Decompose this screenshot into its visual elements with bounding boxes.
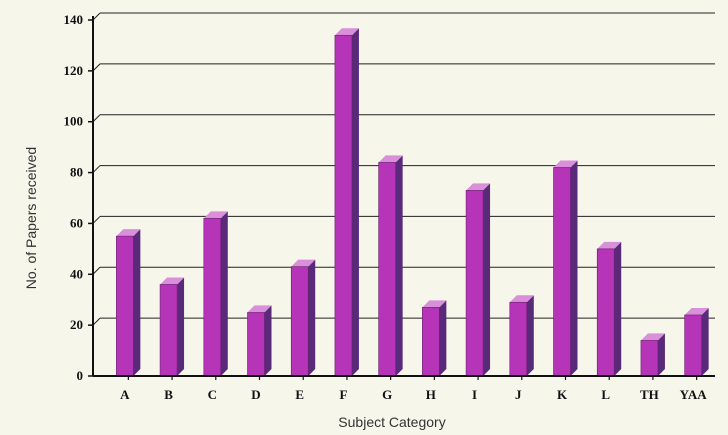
x-tick-label: J [515,387,522,402]
y-tick-label: 140 [64,12,84,27]
axes [88,16,715,380]
y-tick-label: 120 [64,63,84,78]
x-tick-label: F [339,387,347,402]
y-tick-label: 0 [77,368,84,383]
x-tick-label: E [295,387,304,402]
x-tick-label: TH [640,387,659,402]
x-tick-label: H [426,387,436,402]
bar-top [597,241,622,249]
x-tick-label: I [472,387,477,402]
bar-top [553,160,578,168]
x-tick-label: YAA [680,387,708,402]
bar-front [203,218,222,377]
x-tick-label: B [164,387,173,402]
bar-top [640,333,665,341]
gridline-depth [92,12,101,21]
bar [465,183,491,377]
bar [378,155,403,377]
bar-front [116,235,134,377]
gridlines [92,12,715,326]
x-tick-label: K [557,387,568,402]
bars [116,28,709,377]
x-tick-label: A [120,387,130,402]
bar-side [308,259,316,376]
bar [116,229,141,377]
y-axis-title: No. of Papers received [23,147,39,289]
gridline-depth [92,63,101,72]
bar-side [395,155,403,376]
bar-front [553,167,571,377]
bar-top [378,155,403,163]
y-tick-label: 100 [64,114,84,129]
bar-top [247,305,272,313]
bar [596,241,622,377]
gridline-depth [92,165,101,173]
bar-top [684,307,709,315]
bar-side [177,277,185,376]
bar-top [291,259,316,267]
bar-front [509,301,528,377]
x-axis-title: Subject Category [338,414,445,430]
x-tick-label: D [251,387,260,402]
bar-front [684,314,702,377]
bar-side [701,307,709,376]
bar-front [290,266,309,377]
bar-side [526,295,534,376]
bar-side [570,160,578,376]
bar-front [378,162,396,377]
bar-top [160,277,185,285]
bar-side [220,211,228,376]
bar [553,160,578,377]
bar [640,333,665,377]
bar-top [334,28,359,36]
bar-top [422,300,447,308]
y-tick-label: 60 [70,215,83,230]
bar-top [509,295,534,303]
bar-side [657,333,665,376]
bar [247,305,272,377]
bar-front [247,312,265,377]
bar-front [465,190,484,377]
y-tick-label: 80 [70,165,83,180]
x-tick-label: C [208,387,217,402]
bar-top [466,183,491,191]
bar-front [596,248,615,377]
bar [203,211,228,377]
x-tick-label: G [382,387,392,402]
gridline-depth [92,114,101,123]
bar-front [640,340,659,377]
bar-front [159,284,178,377]
bar [422,300,447,377]
bar [334,28,359,377]
bar [159,277,185,377]
y-tick-label: 40 [70,266,83,281]
bar-top [116,229,141,237]
gridline-depth [92,216,101,224]
bar-front [334,34,353,377]
bar-top [203,211,228,219]
bar-side [133,229,141,376]
labels: 0 20 40 60 80 100 120 140 A B C D E F G H I J K L TH YAA [64,12,708,402]
gridline-depth [92,317,101,326]
bar-front [422,307,440,377]
bar [509,295,534,377]
bar [684,307,709,377]
bar-side [351,28,359,377]
bar-side [264,305,272,376]
bar-side [483,183,491,376]
x-tick-label: L [601,387,610,402]
gridline-depth [92,266,101,275]
bar-side [614,241,622,376]
y-tick-label: 20 [70,317,83,332]
bar-side [439,300,447,376]
bar [290,259,316,377]
